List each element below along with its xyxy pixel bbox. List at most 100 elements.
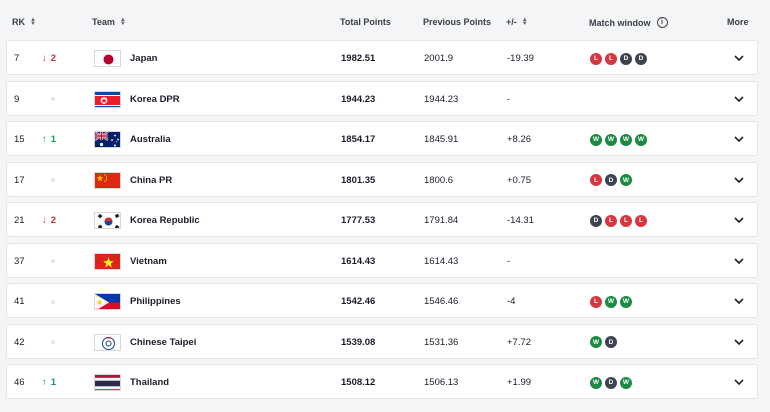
rank-movement (51, 163, 55, 198)
team-header[interactable]: Team ▲ ▼ (92, 17, 126, 27)
total-points: 1508.12 (341, 377, 376, 388)
flag-icon (94, 41, 122, 76)
chevron-down-icon[interactable] (734, 82, 744, 117)
match-result-badge[interactable]: L (590, 52, 602, 65)
match-result-badge[interactable]: L (605, 214, 617, 227)
previous-points: 1791.84 (424, 215, 459, 226)
flag-icon (94, 163, 122, 198)
previous-points: 1800.6 (424, 174, 454, 186)
previous-points: 1546.46 (424, 296, 459, 307)
match-result-badge[interactable]: L (605, 52, 617, 65)
flag-icon (94, 82, 122, 117)
no-change-dot-icon (51, 259, 55, 263)
match-result-badge[interactable]: L (590, 174, 602, 186)
points-change: +8.26 (507, 134, 532, 145)
team-name[interactable]: Korea DPR (130, 93, 180, 105)
total-points-header: Total Points (340, 17, 391, 27)
table-row[interactable]: 9 Korea DPR 1944.23 1944.23 - (6, 80, 758, 117)
movement-value: 2 (50, 53, 57, 64)
chevron-down-icon[interactable] (734, 325, 744, 360)
flag-icon (94, 284, 122, 319)
plus-minus-header[interactable]: +/- ▲ ▼ (506, 17, 528, 27)
table-row[interactable]: 17 China PR 1801.35 1800.6 +0.75 L D W (6, 161, 758, 198)
flag-icon (94, 122, 122, 157)
australia-flag-icon (94, 131, 121, 148)
total-points: 1982.51 (341, 53, 376, 64)
match-result-badge[interactable]: W (620, 174, 632, 186)
table-row[interactable]: 46 ↑ 1 Thailand 1508.12 1506.13 +1.99 W D W (6, 364, 758, 399)
rank-cell: 17 (14, 174, 25, 186)
movement-value: 1 (50, 377, 57, 388)
total-points: 1539.08 (341, 336, 376, 348)
match-result-badge[interactable]: W (590, 336, 602, 348)
philippines-flag-icon (94, 293, 121, 310)
sort-icon[interactable]: ▲ ▼ (119, 17, 126, 27)
rank-cell: 15 (14, 134, 25, 145)
match-result-badge[interactable]: D (605, 336, 617, 348)
team-name[interactable]: Chinese Taipei (130, 336, 197, 348)
table-row[interactable]: 42 Chinese Taipei 1539.08 1531.36 +7.72 W D (6, 323, 758, 360)
match-result-badge[interactable]: D (635, 52, 647, 65)
match-result-badge[interactable]: D (605, 376, 617, 389)
rank-cell: 46 (14, 377, 25, 388)
table-row[interactable]: 15 ↑ 1 Australia 1854.17 1845.91 +8.26 W W W W (6, 121, 758, 156)
rk-header[interactable]: RK ▲ ▼ (12, 17, 36, 27)
rank-movement (51, 82, 55, 117)
match-result-badge[interactable]: W (590, 133, 602, 146)
team-name[interactable]: Thailand (130, 377, 170, 388)
table-row[interactable]: 7 ↓ 2 Japan 1982.51 2001.9 -19.39 L L D D (6, 40, 758, 75)
chevron-down-icon[interactable] (734, 122, 744, 157)
flag-icon (94, 325, 122, 360)
match-result-badge[interactable]: W (605, 295, 617, 308)
no-change-dot-icon (51, 178, 55, 182)
team-name[interactable]: Korea Republic (130, 215, 200, 226)
team-name[interactable]: Vietnam (130, 255, 167, 267)
team-name[interactable]: Philippines (130, 296, 181, 307)
team-name[interactable]: Japan (130, 53, 158, 64)
info-icon[interactable]: i (656, 17, 668, 28)
chevron-down-icon[interactable] (734, 244, 744, 279)
table-header: RK ▲ ▼ Team ▲ ▼ Total Points Previous Poin… (0, 0, 770, 40)
rank-movement: ↑ 1 (42, 122, 56, 157)
team-name[interactable]: China PR (130, 174, 173, 186)
chevron-down-icon[interactable] (734, 203, 744, 238)
rank-cell: 9 (14, 93, 20, 105)
points-change: -14.31 (507, 215, 534, 226)
rank-movement (51, 325, 55, 360)
match-result-badge[interactable]: D (590, 214, 602, 227)
chevron-down-icon[interactable] (734, 41, 744, 76)
table-row[interactable]: 37 Vietnam 1614.43 1614.43 - (6, 242, 758, 279)
match-result-badge[interactable]: W (635, 133, 647, 146)
match-result-badge[interactable]: D (605, 174, 617, 186)
table-row[interactable]: 41 Philippines 1542.46 1546.46 -4 L W W (6, 283, 758, 318)
sort-icon[interactable]: ▲ ▼ (30, 17, 36, 27)
rank-movement: ↓ 2 (42, 41, 56, 76)
rank-cell: 21 (14, 215, 25, 226)
korea-dpr-flag-icon (94, 90, 121, 108)
previous-points: 1845.91 (424, 134, 459, 145)
rank-cell: 42 (14, 336, 25, 348)
points-change: +0.75 (507, 174, 532, 186)
chevron-down-icon[interactable] (734, 163, 744, 198)
chevron-down-icon[interactable] (734, 365, 744, 400)
sort-icon[interactable]: ▲ ▼ (521, 17, 528, 27)
match-result-badge[interactable]: L (635, 214, 647, 227)
total-points: 1542.46 (341, 296, 376, 307)
match-result-badge[interactable]: W (590, 376, 602, 389)
match-result-badge[interactable]: W (620, 376, 632, 389)
match-result-badge[interactable]: W (620, 133, 632, 146)
table-row[interactable]: 21 ↓ 2 Korea Republic 1777.53 1791.84 -14.31 D L… (6, 202, 758, 237)
match-result-badge[interactable]: W (605, 133, 617, 146)
team-name[interactable]: Australia (130, 134, 171, 145)
match-result-badge[interactable]: L (590, 295, 602, 308)
total-points: 1614.43 (341, 255, 376, 267)
match-result-badge[interactable]: W (620, 295, 632, 308)
flag-icon (94, 365, 122, 400)
chevron-down-icon[interactable] (734, 284, 744, 319)
arrow-down-icon: ↓ (42, 53, 47, 64)
arrow-up-icon: ↑ (42, 377, 47, 388)
match-result-badge[interactable]: L (620, 214, 632, 227)
match-result-badge[interactable]: D (620, 52, 632, 65)
